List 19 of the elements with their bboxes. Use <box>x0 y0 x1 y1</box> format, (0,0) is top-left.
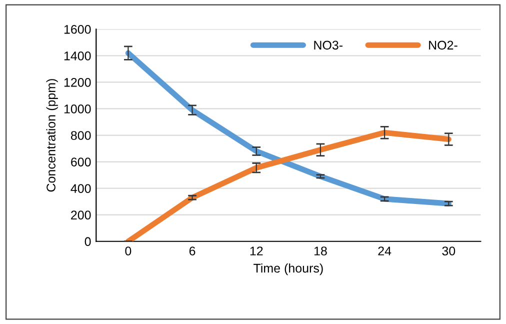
y-tick-label: 1200 <box>64 78 91 87</box>
x-tick-label: 30 <box>442 246 456 256</box>
y-axis-title: Concentration (ppm) <box>46 79 58 192</box>
y-tick-label: 1400 <box>64 51 91 60</box>
x-tick-label: 0 <box>125 246 132 256</box>
legend-label: NO2- <box>429 40 458 50</box>
x-tick-label: 18 <box>314 246 327 256</box>
y-tick-label: 200 <box>71 210 91 220</box>
y-tick-label: 1600 <box>64 24 91 34</box>
x-tick-label: 6 <box>189 246 196 256</box>
y-tick-label: 400 <box>70 184 91 193</box>
legend-label: NO3- <box>314 40 342 50</box>
x-tick-label: 12 <box>250 246 263 256</box>
x-tick-label: 24 <box>378 246 392 256</box>
x-axis-title: Time (hours) <box>254 263 323 276</box>
y-tick-label: 800 <box>70 131 91 140</box>
y-tick-label: 1000 <box>64 104 91 114</box>
y-tick-label: 600 <box>71 158 91 166</box>
y-tick-label: 0 <box>84 237 91 246</box>
